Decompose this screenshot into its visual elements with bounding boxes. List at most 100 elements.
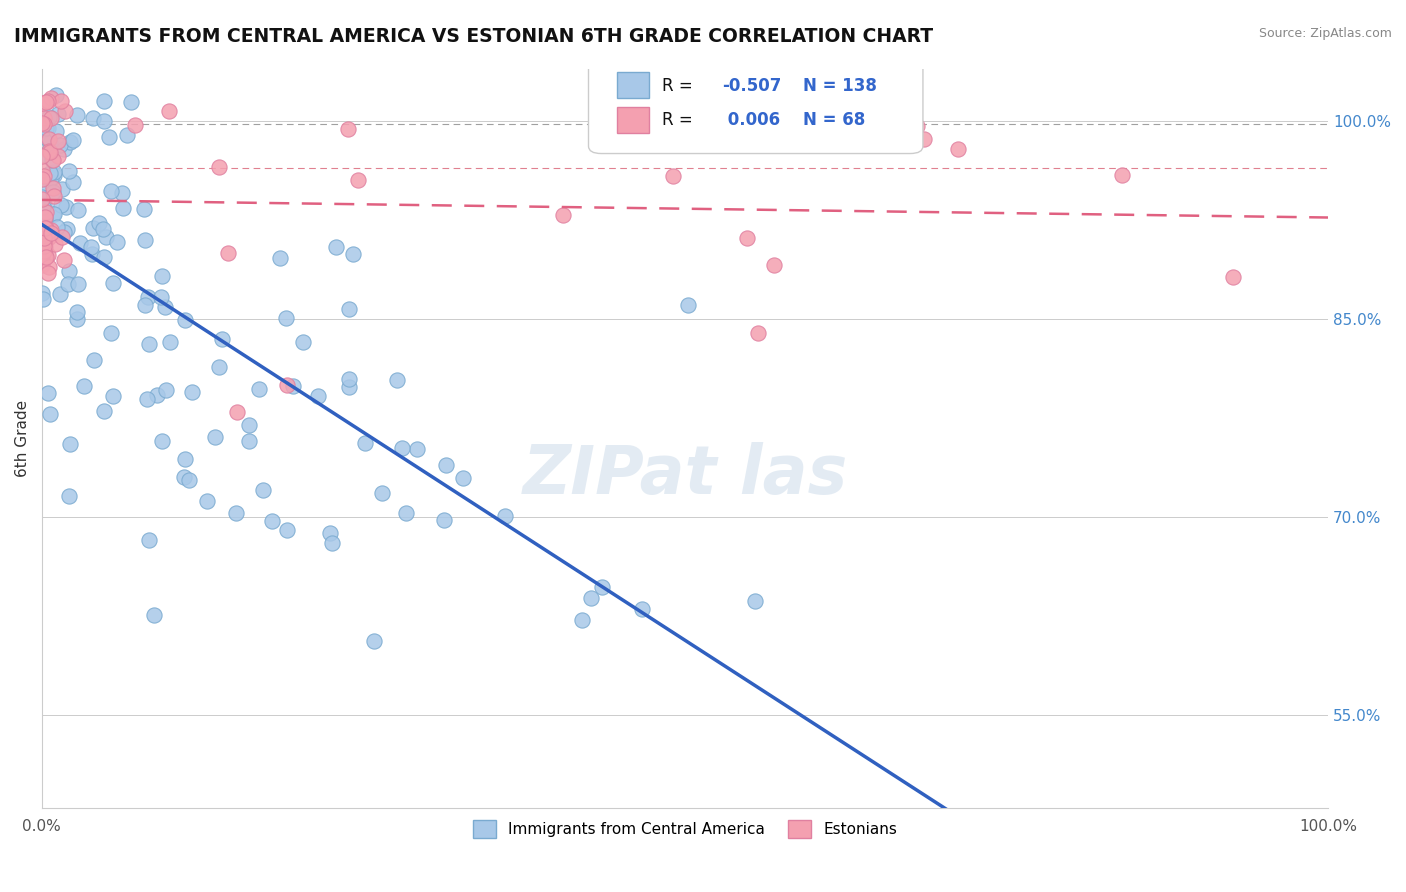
Point xyxy=(98,130,121,145)
Point xyxy=(138,336,160,351)
Point xyxy=(53,103,76,118)
Point xyxy=(39,170,62,185)
Point xyxy=(150,268,173,283)
Point xyxy=(46,134,69,148)
Point xyxy=(762,258,785,272)
Point xyxy=(44,189,66,203)
Point xyxy=(100,326,122,340)
Point xyxy=(247,382,270,396)
Point xyxy=(678,298,700,312)
Point xyxy=(55,200,77,214)
Point xyxy=(73,379,96,393)
Point xyxy=(94,230,117,244)
Point xyxy=(45,220,67,235)
Point xyxy=(31,171,53,186)
Point xyxy=(66,277,89,292)
Point xyxy=(37,247,59,261)
Point xyxy=(173,469,195,483)
Point xyxy=(1111,169,1133,183)
Text: IMMIGRANTS FROM CENTRAL AMERICA VS ESTONIAN 6TH GRADE CORRELATION CHART: IMMIGRANTS FROM CENTRAL AMERICA VS ESTON… xyxy=(14,27,934,45)
Point xyxy=(59,437,82,451)
Point xyxy=(91,222,114,236)
Point xyxy=(226,405,249,419)
Point xyxy=(51,182,73,196)
Point xyxy=(38,145,60,160)
Point xyxy=(912,132,935,146)
Point xyxy=(66,304,89,318)
Point xyxy=(451,470,474,484)
Point xyxy=(281,378,304,392)
Point xyxy=(53,142,76,156)
Point xyxy=(80,240,103,254)
Point xyxy=(157,104,180,119)
Text: R =: R = xyxy=(662,112,697,129)
Point xyxy=(337,371,360,385)
Point xyxy=(31,252,53,267)
Point xyxy=(31,148,53,162)
Point xyxy=(153,300,176,314)
Point xyxy=(53,226,76,240)
Point xyxy=(31,122,53,136)
Point xyxy=(49,94,72,108)
Point xyxy=(336,121,359,136)
Point xyxy=(905,120,928,134)
FancyBboxPatch shape xyxy=(617,72,650,98)
Point xyxy=(34,210,56,224)
Point xyxy=(134,297,156,311)
Point xyxy=(41,227,63,241)
Point xyxy=(136,392,159,407)
Point xyxy=(32,292,55,306)
Point xyxy=(55,221,77,235)
Point xyxy=(31,286,53,301)
Point xyxy=(276,523,298,537)
Legend: Immigrants from Central America, Estonians: Immigrants from Central America, Estonia… xyxy=(467,814,903,845)
Point xyxy=(35,130,58,145)
Point xyxy=(52,252,75,267)
Point xyxy=(662,169,685,184)
Point xyxy=(34,240,56,254)
Point xyxy=(32,238,55,252)
Point xyxy=(32,235,55,249)
Point xyxy=(49,198,72,212)
Point xyxy=(39,166,62,180)
Point xyxy=(325,240,347,254)
Point xyxy=(744,594,766,608)
Point xyxy=(211,332,233,346)
Point xyxy=(391,441,413,455)
Point xyxy=(34,244,56,258)
Point xyxy=(207,359,229,374)
Point xyxy=(41,153,63,167)
Point xyxy=(66,202,89,217)
Point xyxy=(42,207,65,221)
Point xyxy=(49,287,72,301)
Point xyxy=(433,513,456,527)
Point xyxy=(155,383,177,397)
Point xyxy=(195,494,218,508)
Point xyxy=(100,184,122,198)
Point xyxy=(45,124,67,138)
Point xyxy=(111,201,134,215)
Point xyxy=(385,373,408,387)
Point xyxy=(34,249,56,263)
Point xyxy=(143,607,166,622)
Point xyxy=(41,112,63,126)
Point xyxy=(31,149,53,163)
Text: R =: R = xyxy=(662,77,697,95)
Point xyxy=(32,235,55,250)
Point xyxy=(321,536,343,550)
Point xyxy=(31,200,53,214)
Point xyxy=(32,231,55,245)
Point xyxy=(238,434,260,448)
Text: N = 68: N = 68 xyxy=(803,112,866,129)
Point xyxy=(138,533,160,547)
Point xyxy=(42,168,65,182)
Point xyxy=(32,111,55,125)
Text: N = 138: N = 138 xyxy=(803,77,877,95)
Point xyxy=(62,175,84,189)
Point xyxy=(41,226,63,240)
Point xyxy=(42,207,65,221)
Point xyxy=(494,508,516,523)
Point xyxy=(83,352,105,367)
Point xyxy=(44,236,66,251)
Point xyxy=(115,128,138,142)
